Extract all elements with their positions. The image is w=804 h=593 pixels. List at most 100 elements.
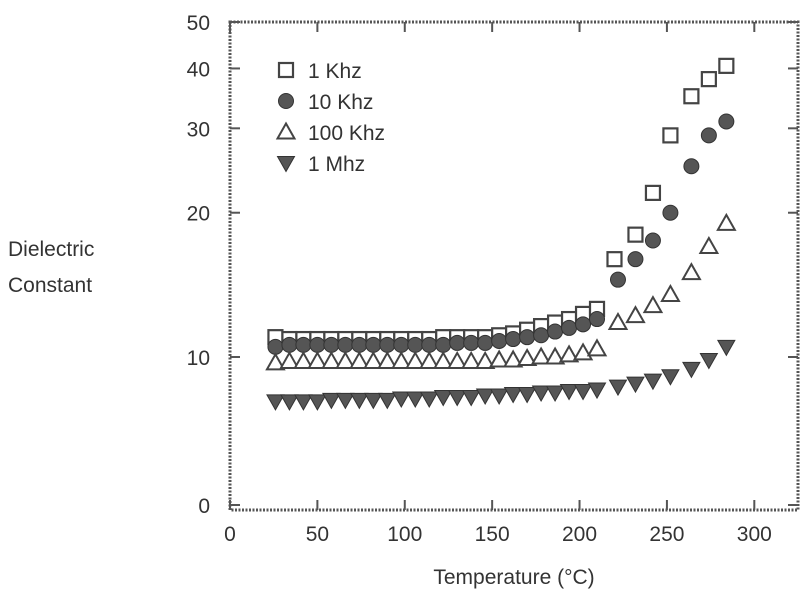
data-point [280, 394, 299, 411]
x-tick-label: 200 [562, 523, 597, 546]
data-point [516, 347, 538, 366]
data-point [699, 352, 719, 370]
data-point [391, 391, 411, 408]
plot-frame [228, 20, 800, 512]
data-point [573, 384, 593, 401]
data-point [294, 394, 313, 411]
data-point [309, 336, 326, 353]
data-point [531, 385, 551, 403]
data-point [419, 350, 440, 369]
data-point [626, 376, 645, 394]
data-point [349, 392, 369, 410]
data-point [447, 389, 467, 407]
data-point [279, 350, 300, 369]
data-point [491, 332, 508, 349]
data-point [435, 336, 452, 353]
series-1 [267, 113, 735, 355]
data-point [683, 88, 700, 105]
data-point [589, 311, 606, 328]
data-point [489, 388, 509, 405]
data-point [502, 349, 524, 368]
data-point [644, 232, 661, 249]
series-3 [266, 339, 736, 411]
data-point [322, 392, 341, 410]
data-point [335, 350, 356, 369]
axes: 0 50 100 150 200 250 300 0 10 20 30 40 50 [187, 12, 798, 546]
data-point [698, 236, 720, 255]
data-point [321, 350, 342, 369]
data-point [335, 392, 355, 410]
data-point [293, 350, 314, 369]
data-point [718, 57, 735, 74]
data-point [575, 316, 592, 333]
data-point [607, 312, 629, 331]
legend-label: 1 Mhz [308, 153, 365, 176]
data-point [488, 349, 510, 368]
data-point [308, 394, 327, 411]
data-point [627, 226, 644, 243]
data-point [363, 350, 384, 369]
data-point [683, 158, 700, 175]
data-point [644, 184, 662, 201]
data-point [662, 204, 679, 221]
legend-marker [276, 156, 296, 173]
data-point [625, 305, 646, 324]
data-point [530, 346, 552, 365]
data-point [421, 336, 438, 353]
legend-label: 10 Khz [308, 91, 373, 114]
series-2 [265, 212, 737, 371]
x-tick-label: 0 [224, 523, 236, 546]
data-point [449, 334, 466, 351]
x-tick-label: 50 [306, 523, 329, 546]
data-point [682, 361, 701, 379]
data-point [661, 369, 680, 386]
data-point [517, 387, 537, 404]
data-point [267, 338, 284, 355]
data-point [561, 319, 578, 336]
x-tick-label: 150 [475, 523, 510, 546]
data-point [716, 339, 736, 357]
data-point [265, 352, 286, 371]
data-point [377, 392, 397, 410]
data-point [337, 336, 354, 353]
y-tick-label: 10 [187, 347, 210, 370]
x-tick-label: 100 [387, 523, 422, 546]
data-marks [265, 57, 737, 411]
data-point [463, 334, 480, 351]
y-tick-label: 40 [187, 58, 210, 81]
data-point [307, 350, 328, 369]
data-point [323, 336, 340, 353]
data-point [405, 391, 425, 408]
data-point [503, 387, 523, 404]
x-axis-title: Temperature (°C) [433, 566, 594, 589]
data-point [545, 385, 565, 403]
legend-marker [275, 121, 297, 140]
data-point [407, 336, 424, 353]
data-point [446, 350, 468, 369]
data-point [351, 336, 368, 353]
data-point [608, 379, 628, 397]
data-point [643, 373, 663, 391]
data-point [700, 127, 717, 144]
y-tick-label: 0 [198, 495, 210, 518]
data-point [587, 382, 607, 400]
data-point [363, 392, 383, 410]
y-axis-title-line-2: Constant [8, 274, 92, 297]
data-point [391, 350, 412, 369]
legend-label: 100 Khz [308, 122, 385, 145]
y-axis-title-line-1: Dielectric [8, 238, 94, 261]
data-point [365, 336, 382, 353]
data-point [700, 71, 717, 88]
data-point [586, 338, 608, 357]
data-point [377, 350, 398, 369]
y-tick-label: 30 [187, 118, 210, 141]
data-point [519, 329, 536, 346]
data-point [266, 394, 285, 411]
data-point [433, 389, 453, 407]
data-point [295, 336, 312, 353]
data-point [433, 350, 454, 369]
legend-label: 1 Khz [308, 60, 362, 83]
data-point [379, 336, 396, 353]
legend: 1 Khz 10 Khz 100 Khz 1 Mhz [275, 60, 385, 176]
